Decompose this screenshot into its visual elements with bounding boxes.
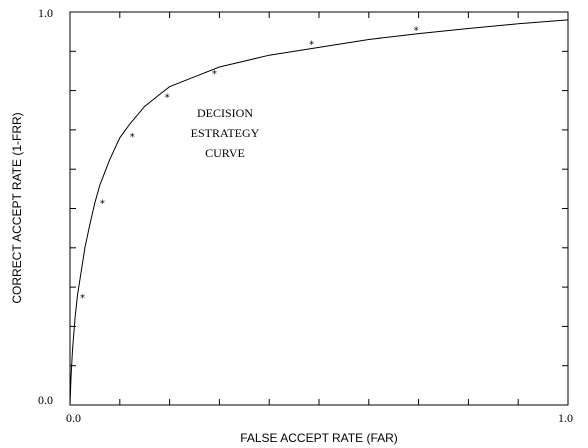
annotation-line-2: ESTRATEGY [191, 126, 260, 140]
data-point-marker: * [414, 26, 419, 37]
y-tick-label-max: 1.0 [38, 6, 53, 20]
x-tick-label-min: 0.0 [66, 411, 81, 425]
x-tick-label-max: 1.0 [558, 411, 573, 425]
data-point-marker: * [80, 293, 85, 304]
data-point-marker: * [309, 39, 314, 50]
x-axis-title: FALSE ACCEPT RATE (FAR) [240, 431, 398, 445]
y-axis-title: CORRECT ACCEPT RATE (1-FRR) [10, 112, 24, 303]
data-markers: * * * * * * * [80, 26, 419, 304]
data-point-marker: * [165, 92, 170, 103]
annotation-line-3: CURVE [205, 146, 245, 160]
annotation-line-1: DECISION [197, 106, 253, 120]
plot-frame [69, 11, 569, 406]
decision-strategy-curve [69, 19, 569, 406]
data-point-marker: * [212, 69, 217, 80]
data-point-marker: * [100, 199, 105, 210]
axis-ticks [70, 12, 568, 405]
y-tick-label-min: 0.0 [38, 393, 53, 407]
data-point-marker: * [130, 132, 135, 143]
